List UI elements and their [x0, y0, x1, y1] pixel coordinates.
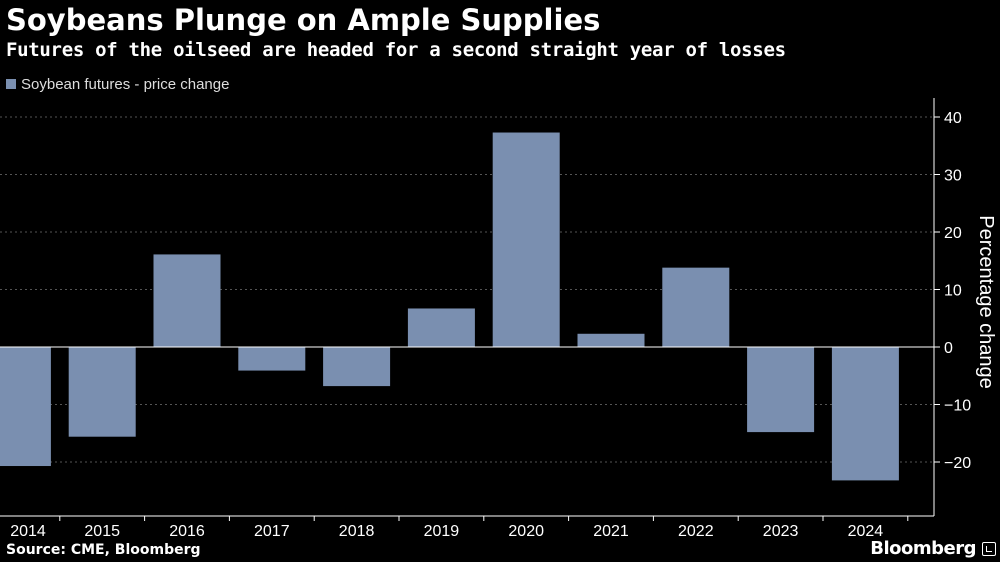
bar-2017: [238, 347, 306, 371]
bar-2018: [323, 347, 391, 387]
x-tick-label: 2022: [678, 523, 714, 540]
bloomberg-logo: Bloomberg: [870, 538, 976, 559]
bar-2019: [407, 308, 475, 347]
x-tick-label: 2019: [424, 523, 460, 540]
bar-2021: [577, 333, 645, 347]
chart-title: Soybeans Plunge on Ample Supplies: [6, 3, 601, 37]
x-tick-label: 2017: [254, 523, 290, 540]
x-tick-label: 2014: [10, 523, 46, 540]
x-tick-label: 2020: [508, 523, 544, 540]
x-tick-label: 2015: [84, 523, 120, 540]
chart-legend: Soybean futures - price change: [6, 74, 229, 94]
bar-2014: [0, 347, 51, 467]
x-tick-label: 2016: [169, 523, 205, 540]
y-tick-label: −20: [944, 455, 971, 472]
y-axis-title: Percentage change: [975, 215, 997, 388]
y-tick-label: 40: [944, 110, 962, 127]
bar-2016: [153, 254, 221, 347]
bar-2024: [831, 347, 899, 481]
x-tick-label: 2018: [339, 523, 375, 540]
y-tick-label: 20: [944, 225, 962, 242]
x-tick-label: 2023: [763, 523, 799, 540]
x-tick-label: 2024: [848, 523, 884, 540]
legend-swatch: [6, 79, 16, 89]
y-tick-label: 30: [944, 168, 962, 185]
bar-2015: [68, 347, 136, 437]
legend-label: Soybean futures - price change: [21, 75, 230, 93]
bar-2020: [492, 132, 560, 347]
source-note: Source: CME, Bloomberg: [6, 542, 201, 558]
y-tick-label: −10: [944, 398, 971, 415]
y-tick-label: 10: [944, 283, 962, 300]
chart-subtitle: Futures of the oilseed are headed for a …: [6, 39, 786, 61]
y-tick-label: 0: [944, 340, 953, 357]
x-tick-label: 2021: [593, 523, 629, 540]
bar-2022: [662, 267, 730, 347]
bloomberg-mark-icon: [982, 542, 996, 556]
bar-2023: [747, 347, 815, 433]
